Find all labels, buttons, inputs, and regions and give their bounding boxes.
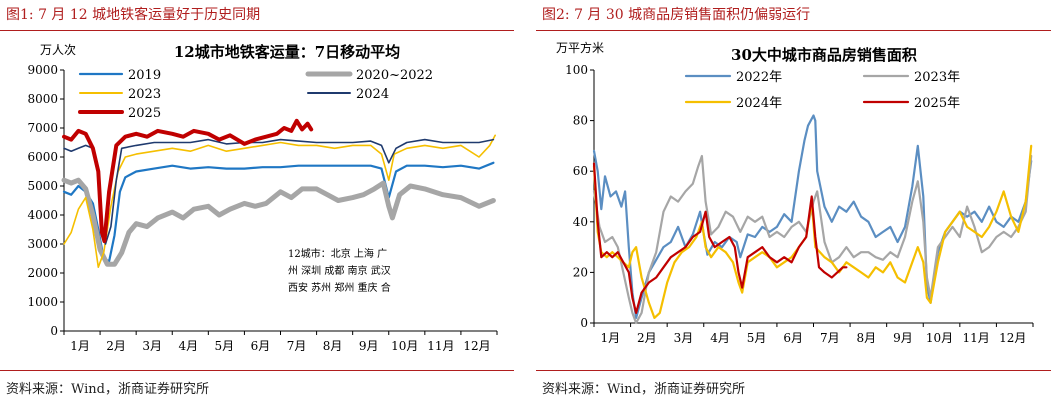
- chart-title: 12城市地铁客运量：7日移动平均: [174, 43, 400, 61]
- x-tick-label: 6月: [251, 339, 271, 353]
- legend-label: 2023年: [914, 70, 960, 85]
- chart-subway-ridership: 0 1000 2000 3000 4000 5000 6000 7000 8000 9000 1月 2…: [27, 43, 498, 353]
- x-tick-label: 10月: [391, 339, 418, 353]
- figure-caption: 图2: 7 月 30 城商品房销售面积仍偏弱运行: [542, 7, 811, 23]
- legend-label: 2019: [128, 68, 161, 83]
- y-tick-label: 9000: [27, 63, 58, 77]
- y-tick-label: 60: [573, 164, 588, 178]
- bottom-rule: [0, 370, 514, 371]
- y-tick-label: 2000: [27, 266, 58, 280]
- y-tick-label: 100: [565, 63, 588, 77]
- series-line-2023年: [592, 154, 1033, 325]
- y-tick-label: 3000: [27, 237, 58, 251]
- x-tick-label: 7月: [820, 331, 840, 345]
- chart-title: 30大中城市商品房销售面积: [731, 46, 917, 64]
- x-tick-label: 12月: [999, 331, 1026, 345]
- legend-label: 2020~2022: [356, 68, 433, 83]
- y-tick-label: 80: [573, 114, 588, 128]
- x-tick-label: 9月: [893, 331, 913, 345]
- y-tick-label: 20: [573, 265, 588, 279]
- series-line-2023: [63, 134, 496, 268]
- x-tick-label: 10月: [926, 331, 953, 345]
- top-rule: [0, 30, 514, 31]
- series-line-2019: [62, 161, 495, 263]
- bottom-rule: [536, 370, 1051, 371]
- y-tick-label: 0: [50, 324, 58, 338]
- y-tick-label: 0: [580, 316, 588, 330]
- legend-label: 2024年: [736, 96, 782, 111]
- x-tick-label: 2月: [637, 331, 657, 345]
- legend-label: 2025年: [914, 96, 960, 111]
- y-tick-label: 8000: [27, 92, 58, 106]
- y-axis-label: 万平方米: [556, 40, 604, 55]
- x-tick-label: 4月: [178, 339, 198, 353]
- y-tick-label: 6000: [27, 150, 58, 164]
- y-tick-label: 5000: [27, 179, 58, 193]
- x-tick-label: 11月: [427, 339, 454, 353]
- y-tick-label: 4000: [27, 208, 58, 222]
- annotation-text: 12城市：北京 上海 广: [288, 247, 387, 260]
- y-tick-label: 40: [573, 215, 588, 229]
- y-axis-label: 万人次: [40, 43, 76, 57]
- x-tick-label: 1月: [600, 331, 620, 345]
- x-tick-label: 11月: [962, 331, 989, 345]
- series-line-2020~2022: [61, 177, 496, 267]
- series-line-2025: [62, 118, 314, 244]
- legend-label: 2022年: [736, 70, 782, 85]
- x-tick-label: 1月: [70, 339, 90, 353]
- y-tick-label: 7000: [27, 121, 58, 135]
- top-rule: [536, 30, 1051, 31]
- x-tick-label: 9月: [359, 339, 379, 353]
- x-tick-label: 2月: [106, 339, 126, 353]
- x-tick-label: 7月: [287, 339, 307, 353]
- x-tick-label: 12月: [463, 339, 490, 353]
- x-tick-label: 3月: [674, 331, 694, 345]
- legend-label: 2025: [128, 106, 161, 121]
- y-tick-label: 1000: [27, 295, 58, 309]
- x-tick-label: 5月: [215, 339, 235, 353]
- annotation-text: 州 深圳 成都 南京 武汉: [288, 264, 391, 277]
- x-tick-label: 4月: [710, 331, 730, 345]
- x-tick-label: 8月: [857, 331, 877, 345]
- series-line-2025年: [592, 162, 848, 314]
- x-tick-label: 3月: [142, 339, 162, 353]
- figure-right: 图2: 7 月 30 城商品房销售面积仍偏弱运行 0 20 40 60 80 100 1月 2…: [536, 0, 1057, 402]
- x-tick-label: 8月: [323, 339, 343, 353]
- legend-label: 2023: [128, 87, 161, 102]
- chart-housing-sales: 0 20 40 60 80 100 1月 2月 3月 4月 5月 6月 7月 8月 9月 10月 11月 12月 3…: [556, 40, 1034, 345]
- figure-caption: 图1: 7 月 12 城地铁客运量好于历史同期: [6, 7, 261, 23]
- figure-left: 图1: 7 月 12 城地铁客运量好于历史同期 0 1000 2000 3000 400…: [0, 0, 520, 402]
- x-tick-label: 6月: [783, 331, 803, 345]
- source-note: 资料来源：Wind，浙商证券研究所: [6, 382, 209, 397]
- legend-label: 2024: [356, 87, 389, 102]
- x-tick-label: 5月: [747, 331, 767, 345]
- source-note: 资料来源：Wind，浙商证券研究所: [542, 382, 745, 397]
- annotation-text: 西安 苏州 郑州 重庆 合: [288, 281, 391, 294]
